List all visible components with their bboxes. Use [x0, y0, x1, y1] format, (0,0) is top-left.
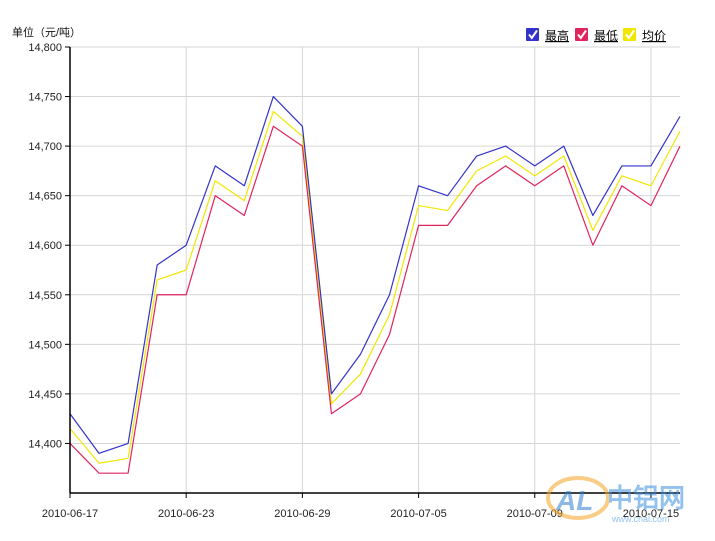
- x-tick-label: 2010-06-17: [42, 508, 98, 520]
- series-line-1: [69, 95, 681, 454]
- legend-item-3[interactable]: 均价: [623, 28, 666, 43]
- check-icon: [577, 29, 587, 40]
- y-tick-label: 14,750: [28, 92, 62, 104]
- watermark-logo-ring: [546, 476, 610, 520]
- legend-checkbox-icon[interactable]: [575, 28, 588, 41]
- y-tick-label: 14,700: [28, 141, 62, 153]
- series-line-2: [69, 125, 681, 474]
- axes: [69, 47, 680, 494]
- legend-label[interactable]: 最低: [594, 29, 618, 43]
- y-tick-label: 14,400: [28, 438, 62, 450]
- legend-item-2[interactable]: 最低: [575, 28, 618, 43]
- y-tick-label: 14,650: [28, 191, 62, 203]
- x-tick-label: 2010-06-23: [158, 508, 214, 520]
- legend-item-1[interactable]: 最高: [526, 28, 569, 43]
- y-axis-ticks: 14,400 14,450 14,500 14,550 14,600 14,650 14,7…: [28, 42, 70, 450]
- y-tick-label: 14,600: [28, 240, 62, 252]
- x-tick-label: 2010-07-05: [390, 508, 446, 520]
- x-tick-label: 2010-07-09: [507, 508, 563, 520]
- series-line-3: [69, 110, 681, 464]
- watermark-brand-text: 中铝网: [607, 483, 685, 513]
- legend-checkbox-icon[interactable]: [623, 28, 636, 41]
- grid-lines: [69, 46, 680, 493]
- series-lines: [69, 95, 681, 474]
- check-icon: [625, 29, 635, 40]
- legend-label[interactable]: 最高: [545, 28, 569, 43]
- legend-label[interactable]: 均价: [642, 29, 666, 43]
- watermark-logo-text: AL: [555, 485, 593, 516]
- x-tick-label: 2010-07-15: [623, 508, 679, 520]
- watermark: AL 中铝网 www.cnal.com: [546, 476, 685, 524]
- y-unit-label: 单位（元/吨）: [12, 25, 81, 39]
- watermark-url-text: www.cnal.com: [611, 514, 670, 524]
- y-tick-label: 14,800: [28, 42, 62, 54]
- check-icon: [528, 29, 538, 40]
- y-tick-label: 14,450: [28, 389, 62, 401]
- y-tick-label: 14,550: [28, 290, 62, 302]
- x-axis-ticks: 2010-06-17 2010-06-23 2010-06-29 2010-07-05…: [42, 493, 679, 520]
- legend: 最高 最低 均价: [526, 28, 666, 43]
- x-tick-label: 2010-06-29: [274, 508, 330, 520]
- y-tick-label: 14,500: [28, 339, 62, 351]
- legend-checkbox-icon[interactable]: [526, 28, 539, 41]
